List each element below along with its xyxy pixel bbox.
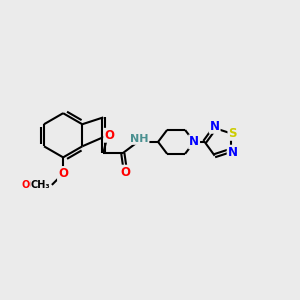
Text: N: N <box>210 120 220 133</box>
Text: O: O <box>58 167 68 180</box>
Text: N: N <box>189 135 199 148</box>
Text: O: O <box>58 167 68 180</box>
Text: O: O <box>120 166 130 178</box>
Text: CH₃: CH₃ <box>31 180 50 190</box>
Text: NH: NH <box>130 134 148 144</box>
Text: O: O <box>104 129 114 142</box>
Text: N: N <box>228 146 238 159</box>
Text: S: S <box>228 127 237 140</box>
Text: OCH₃: OCH₃ <box>21 180 49 190</box>
